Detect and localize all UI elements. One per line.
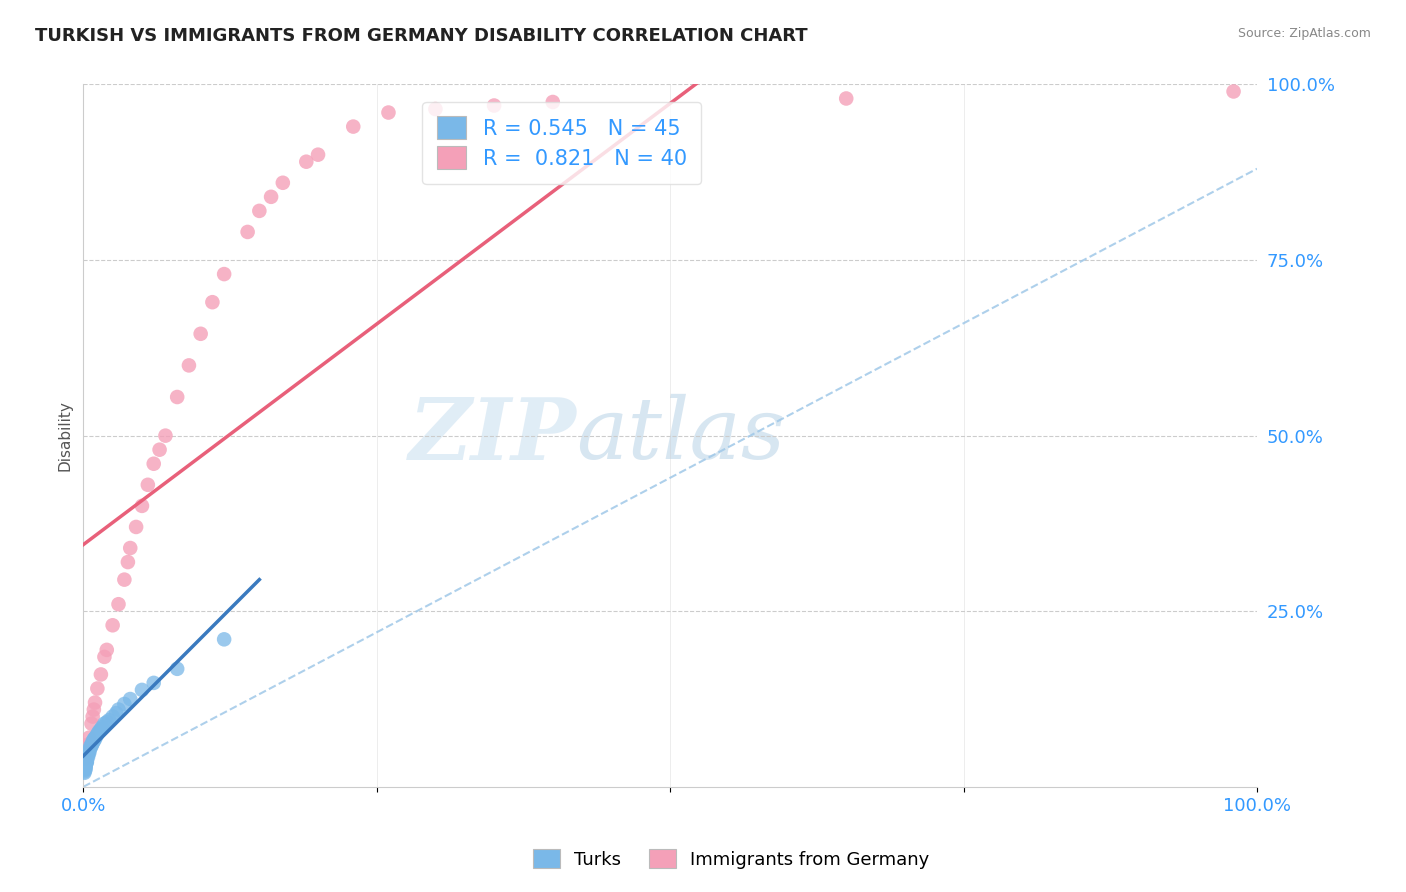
Point (83, 734, 105, 748)
Point (76, 756, 98, 770)
Point (112, 697, 135, 711)
Point (75, 762, 97, 776)
Point (260, 190, 283, 204)
Point (77, 750, 100, 764)
Point (131, 499, 153, 513)
Point (142, 457, 165, 471)
Point (73, 765, 96, 780)
Point (75, 752, 97, 766)
Point (84, 696, 107, 710)
Point (77, 748, 100, 763)
Point (149, 442, 172, 457)
Point (377, 105, 399, 120)
Point (80, 738, 103, 752)
Point (75, 757, 97, 772)
Point (84, 729, 107, 743)
Point (83, 702, 105, 716)
Point (117, 555, 139, 569)
Point (142, 676, 165, 690)
Point (105, 706, 128, 720)
Text: atlas: atlas (576, 394, 786, 477)
Point (73, 764, 96, 779)
Point (80, 716, 103, 731)
Point (190, 326, 212, 341)
Point (93, 716, 115, 731)
Point (76, 752, 98, 766)
Point (87, 725, 110, 739)
Point (271, 176, 294, 190)
Point (79, 741, 101, 756)
Point (425, 102, 447, 116)
Point (76, 753, 98, 767)
Point (89, 723, 111, 738)
Point (112, 573, 135, 587)
Point (75, 760, 97, 774)
Point (86, 681, 108, 696)
Point (136, 478, 159, 492)
Point (236, 225, 259, 239)
Point (107, 702, 129, 716)
Point (96, 715, 118, 730)
Text: TURKISH VS IMMIGRANTS FROM GERMANY DISABILITY CORRELATION CHART: TURKISH VS IMMIGRANTS FROM GERMANY DISAB… (35, 27, 808, 45)
Point (120, 692, 142, 706)
Point (86, 727, 108, 741)
Point (82, 734, 104, 748)
Point (101, 709, 124, 723)
Point (1222, 85, 1244, 99)
Point (77, 731, 100, 745)
Point (166, 390, 188, 404)
Point (247, 203, 270, 218)
Point (73, 762, 96, 776)
Point (541, 95, 564, 109)
Point (835, 91, 858, 105)
Point (79, 739, 101, 753)
Point (93, 649, 115, 664)
Point (120, 541, 142, 555)
Point (342, 120, 364, 134)
Point (201, 295, 224, 310)
Point (77, 746, 100, 760)
Point (101, 618, 124, 632)
Point (155, 428, 177, 442)
Point (166, 662, 188, 676)
Point (77, 743, 100, 757)
Point (212, 632, 235, 647)
Point (98, 713, 121, 727)
Point (96, 643, 118, 657)
Point (125, 520, 148, 534)
Point (482, 98, 505, 112)
Point (84, 731, 107, 745)
Point (177, 359, 200, 373)
Point (90, 723, 112, 737)
Point (84, 732, 107, 747)
Point (75, 758, 97, 772)
Point (212, 267, 235, 281)
Legend: R = 0.545   N = 45, R =  0.821   N = 40: R = 0.545 N = 45, R = 0.821 N = 40 (422, 102, 702, 184)
Point (107, 597, 129, 611)
Point (91, 720, 114, 734)
Point (77, 738, 100, 752)
Point (77, 746, 100, 760)
Point (131, 682, 153, 697)
Point (77, 745, 100, 759)
Legend: Turks, Immigrants from Germany: Turks, Immigrants from Germany (526, 842, 936, 876)
Point (90, 667, 112, 681)
Text: ZIP: ZIP (408, 394, 576, 477)
Point (307, 147, 329, 161)
Text: Source: ZipAtlas.com: Source: ZipAtlas.com (1237, 27, 1371, 40)
Point (82, 709, 104, 723)
Y-axis label: Disability: Disability (58, 401, 72, 471)
Point (80, 739, 103, 753)
Point (295, 154, 318, 169)
Point (83, 732, 105, 747)
Point (76, 756, 98, 770)
Point (82, 736, 104, 750)
